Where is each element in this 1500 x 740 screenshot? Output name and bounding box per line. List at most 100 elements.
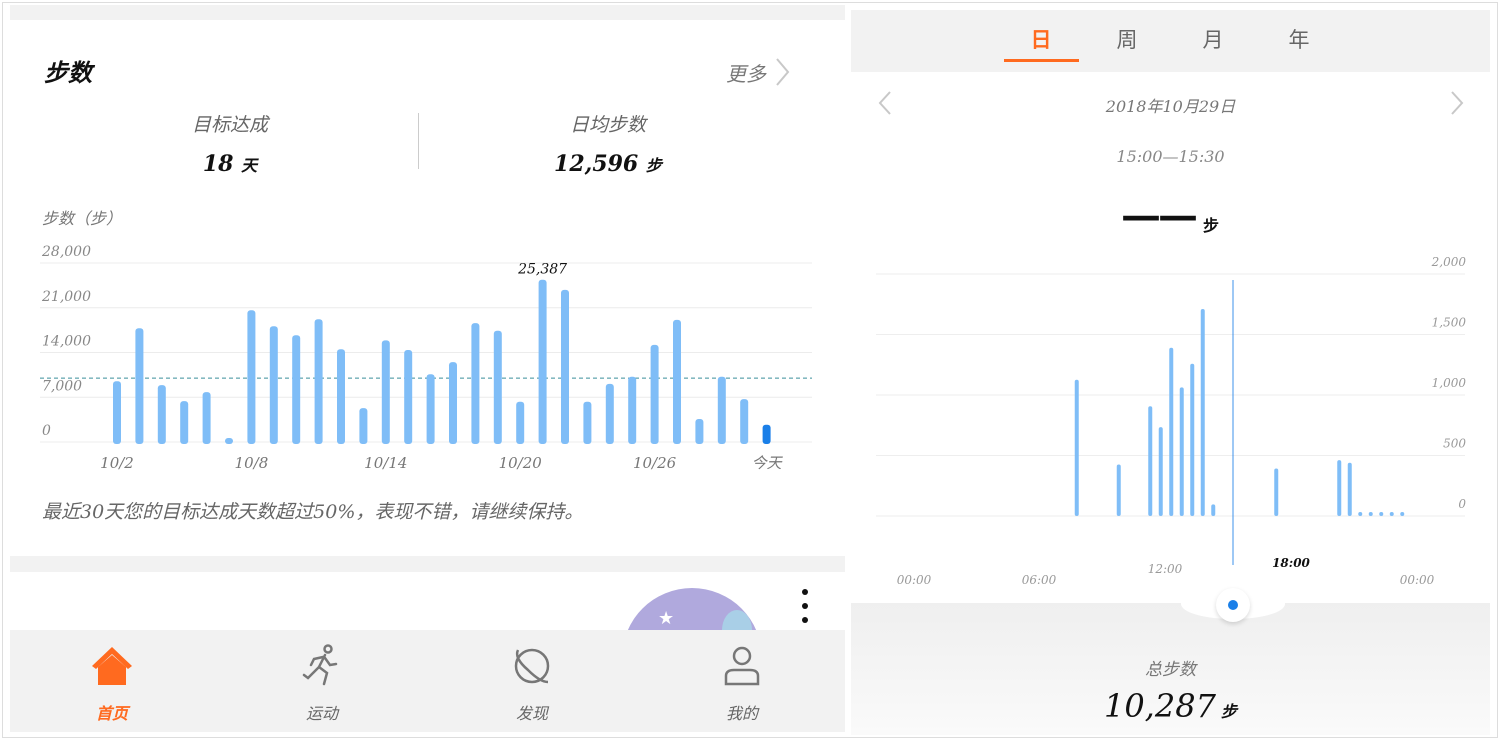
next-day-button[interactable] [1449, 90, 1465, 116]
bar [1148, 406, 1153, 516]
bar [314, 319, 323, 444]
x-tick-label: 10/14 [364, 454, 407, 472]
bar [269, 326, 278, 444]
bar [359, 408, 368, 444]
y-tick-label: 1,000 [1432, 376, 1467, 390]
bar [516, 401, 525, 444]
y-tick-label: 28,000 [41, 244, 91, 260]
x-tick-label: 今天 [752, 454, 784, 472]
daily-steps-chart[interactable]: 0 7,000 14,000 21,000 28,000 25,387 10/2 10/8 10… [10, 240, 845, 485]
y-tick-label: 0 [42, 423, 51, 439]
total-value-row: 10,287 步 [851, 687, 1490, 725]
nav-profile[interactable]: 我的 [682, 630, 802, 730]
bar [1347, 462, 1352, 516]
bar [583, 401, 592, 444]
tab-month[interactable]: 月 [1202, 28, 1224, 52]
bar [1158, 427, 1163, 516]
bar [695, 418, 704, 444]
bar [762, 424, 771, 444]
top-strip [10, 5, 845, 20]
selected-steps-value: —— [1121, 192, 1198, 239]
x-tick-label: 10/26 [633, 454, 677, 472]
bar [561, 289, 569, 444]
user-icon [724, 646, 760, 686]
stat-value-row: 12,596 步 [458, 151, 758, 177]
nav-home[interactable]: 首页 [52, 630, 172, 730]
bar [1116, 464, 1121, 516]
bar [404, 349, 413, 444]
bar [1074, 379, 1079, 516]
y-tick-label: 2,000 [1431, 255, 1467, 269]
bar [1200, 308, 1205, 516]
bar [337, 349, 345, 444]
tab-year[interactable]: 年 [1288, 28, 1310, 52]
y-tick-label: 0 [1458, 497, 1466, 511]
bottom-nav: 首页 运动 发现 我的 [10, 630, 845, 732]
time-range: 15:00—15:30 [1116, 147, 1225, 166]
bar [628, 376, 637, 444]
hourly-steps-chart[interactable]: 0 500 1,000 1,500 2,000 00:00 06:00 12:00 18:00 0… [851, 250, 1490, 605]
selected-steps: —— 步 [1121, 196, 1219, 236]
bar [1368, 512, 1373, 516]
bar [202, 392, 211, 444]
more-label: 更多 [726, 61, 766, 86]
stat-label: 日均步数 [569, 114, 646, 136]
bar [538, 279, 547, 444]
bar [1358, 512, 1363, 516]
bar [1337, 460, 1342, 516]
bar [717, 376, 726, 444]
stat-avg-steps: 日均步数 12,596 步 [458, 110, 758, 177]
bar [740, 399, 749, 444]
bar [1211, 504, 1216, 516]
vertical-dots-icon [802, 589, 808, 623]
planet-icon [514, 648, 550, 684]
x-tick-label: 10/8 [235, 454, 269, 472]
nav-label: 我的 [725, 704, 758, 723]
total-value: 10,287 [1103, 687, 1216, 725]
x-tick-label: 10/20 [499, 454, 543, 472]
bar [449, 362, 457, 444]
prev-day-button[interactable] [877, 90, 893, 116]
bar [1400, 512, 1405, 516]
nav-sport[interactable]: 运动 [262, 630, 382, 730]
date-label: 2018年10月29日 [1105, 97, 1236, 116]
stat-label: 目标达成 [191, 114, 268, 136]
nav-label: 发现 [515, 704, 548, 723]
more-link[interactable]: 更多 [726, 57, 790, 87]
time-slider-handle[interactable] [1216, 588, 1250, 622]
summary-text: 最近30天您的目标达成天数超过50%，表现不错，请继续保持。 [42, 501, 584, 523]
total-panel: 总步数 10,287 步 [851, 589, 1490, 735]
bar [673, 319, 681, 444]
bar [135, 328, 144, 444]
chevron-right-icon [776, 58, 790, 86]
nav-discover[interactable]: 发现 [472, 630, 592, 730]
section-divider [10, 556, 845, 572]
total-unit: 步 [1221, 702, 1238, 721]
bar [1169, 347, 1174, 516]
bar [292, 335, 301, 444]
x-tick-label: 10/2 [100, 454, 134, 472]
bar [157, 385, 166, 444]
period-tabs: 日 周 月 年 [851, 10, 1490, 72]
x-tick-label: 18:00 [1272, 556, 1310, 570]
bar [1179, 387, 1184, 516]
bar [1274, 468, 1279, 516]
bar [381, 340, 390, 444]
tab-week[interactable]: 周 [1116, 28, 1138, 52]
total-label: 总步数 [1145, 660, 1196, 680]
running-icon [302, 644, 338, 686]
stat-value: 12,596 [554, 151, 639, 177]
bar [1190, 363, 1195, 516]
bar [426, 374, 435, 444]
active-tab-indicator [1004, 59, 1079, 62]
star-icon: ★ [658, 608, 675, 629]
tab-day[interactable]: 日 [1030, 27, 1052, 52]
y-tick-label: 7,000 [42, 378, 82, 394]
y-tick-label: 1,500 [1432, 316, 1467, 330]
bar [247, 310, 256, 444]
more-options-button[interactable] [798, 587, 812, 627]
bar [1389, 512, 1394, 516]
x-tick-label: 00:00 [1400, 573, 1435, 587]
steps-detail-screen: 日 周 月 年 2018年10月29日 15:00—15:30 —— 步 0 50… [851, 10, 1490, 735]
nav-label: 首页 [95, 704, 128, 723]
